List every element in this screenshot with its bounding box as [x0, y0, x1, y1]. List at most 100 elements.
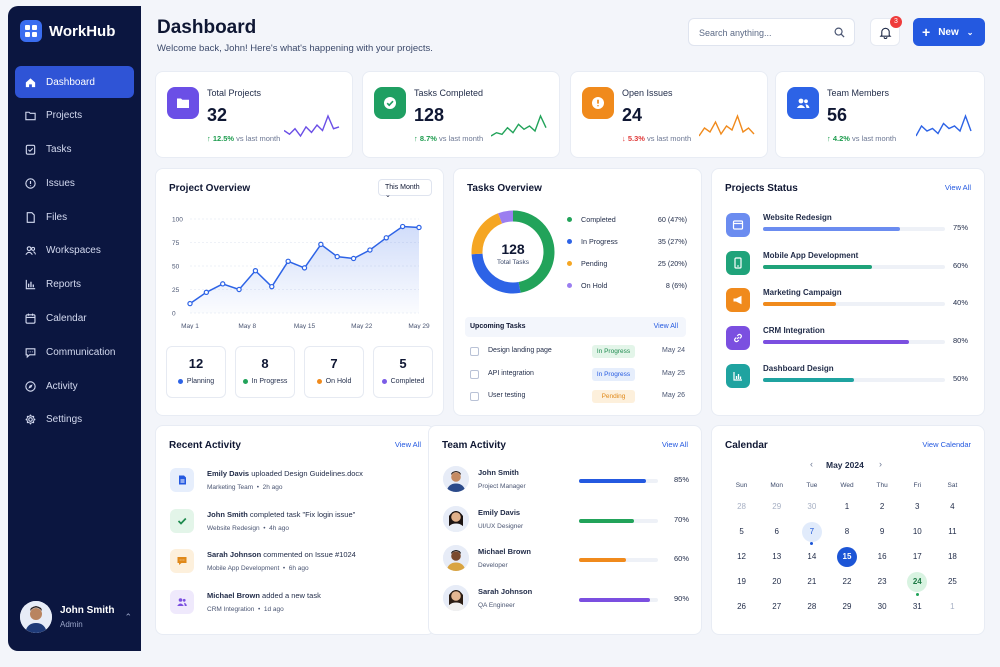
sidebar-item-workspaces[interactable]: Workspaces [15, 235, 134, 267]
activity-item[interactable]: John Smith completed task "Fix login iss… [170, 508, 420, 537]
stat-card-team-members[interactable]: Team Members 56 ↑ 4.2% vs last month [775, 71, 985, 158]
stat-change-note: vs last month [646, 134, 692, 143]
task-checkbox[interactable] [470, 369, 479, 379]
activity-actor: Michael Brown [207, 590, 260, 600]
data-point [416, 224, 422, 231]
calendar-day[interactable]: 30 [865, 595, 900, 620]
calendar-day[interactable]: 17 [900, 544, 935, 569]
y-tick-label: 50 [172, 264, 180, 271]
sidebar-item-activity[interactable]: Activity [15, 370, 134, 402]
upcoming-view-all-link[interactable]: View All [653, 323, 678, 330]
new-button[interactable]: + New ⌄ [913, 18, 985, 46]
calendar-day[interactable]: 11 [935, 519, 970, 544]
status-dot [242, 378, 248, 384]
calendar-day[interactable]: 15 [829, 544, 864, 569]
sidebar-item-files[interactable]: Files [15, 201, 134, 233]
next-month-icon[interactable]: › [879, 459, 882, 469]
stat-card-tasks-completed[interactable]: Tasks Completed 128 ↑ 8.7% vs last month [362, 71, 560, 158]
data-point [236, 286, 242, 293]
overview-box-on-hold[interactable]: 7 On Hold [304, 346, 364, 398]
sidebar-item-communication[interactable]: Communication [15, 336, 134, 368]
calendar-day[interactable]: 27 [759, 595, 794, 620]
prev-month-icon[interactable]: ‹ [810, 459, 813, 469]
task-checkbox[interactable] [470, 347, 479, 356]
activity-item[interactable]: Michael Brown added a new task CRM Integr… [170, 589, 420, 618]
team-member-row[interactable]: Sarah Johnson QA Engineer 90% [443, 585, 689, 615]
project-status-row[interactable]: CRM Integration 80% [726, 326, 968, 352]
calendar-day[interactable]: 24 [900, 570, 935, 596]
app-logo[interactable]: WorkHub [20, 20, 115, 42]
chevron-up-icon[interactable]: ⌃ [124, 611, 132, 622]
calendar-day[interactable]: 19 [724, 570, 759, 595]
calendar-day[interactable]: 16 [865, 544, 900, 569]
calendar-day[interactable]: 3 [900, 494, 935, 519]
calendar-day[interactable]: 28 [794, 595, 829, 620]
calendar-day[interactable]: 6 [759, 519, 794, 544]
sidebar-item-calendar[interactable]: Calendar [15, 303, 134, 335]
sidebar-item-settings[interactable]: Settings [15, 404, 134, 436]
view-calendar-link[interactable]: View Calendar [922, 440, 971, 449]
calendar-day[interactable]: 7 [794, 519, 829, 546]
user-profile[interactable]: John Smith Admin ⌃ [20, 601, 132, 633]
calendar-day[interactable]: 29 [829, 595, 864, 620]
team-member-row[interactable]: Emily Davis UI/UX Designer 70% [443, 505, 689, 536]
overview-box-in-progress[interactable]: 8 In Progress [235, 346, 295, 398]
activity-item[interactable]: Sarah Johnson commented on Issue #1024 Mo… [170, 549, 420, 577]
calendar-day[interactable]: 4 [935, 494, 970, 519]
calendar-day[interactable]: 1 [829, 494, 864, 519]
team-activity-view-all[interactable]: View All [661, 440, 688, 449]
calendar-day[interactable]: 23 [865, 570, 900, 595]
calendar-day[interactable]: 14 [794, 544, 829, 569]
calendar-day[interactable]: 21 [794, 570, 829, 595]
calendar-day[interactable]: 26 [724, 595, 759, 620]
calendar-day[interactable]: 22 [829, 570, 864, 595]
search-input[interactable]: Search anything... [688, 18, 855, 46]
task-checkbox[interactable] [470, 392, 479, 401]
member-role: Developer [478, 562, 508, 570]
calendar-day[interactable]: 18 [935, 544, 970, 569]
projects-status-view-all[interactable]: View All [944, 183, 971, 192]
project-status-row[interactable]: Website Redesign 75% [726, 213, 968, 239]
sidebar-item-dashboard[interactable]: Dashboard [15, 66, 134, 98]
calendar-day[interactable]: 30 [794, 494, 829, 519]
calendar-day[interactable]: 28 [724, 494, 759, 519]
team-member-row[interactable]: John Smith Project Manager 85% [443, 466, 689, 496]
project-status-row[interactable]: Marketing Campaign 40% [726, 288, 968, 314]
calendar-day[interactable]: 9 [865, 519, 900, 544]
calendar-day[interactable]: 1 [935, 595, 970, 620]
upcoming-task-row[interactable]: Design landing page In Progress May 24 [470, 345, 685, 359]
calendar-day[interactable]: 10 [900, 519, 935, 544]
activity-item[interactable]: Emily Davis uploaded Design Guidelines.d… [170, 468, 420, 496]
notifications-button[interactable]: 3 [870, 16, 902, 46]
stat-card-total-projects[interactable]: Total Projects 32 ↑ 12.5% vs last month [155, 71, 353, 158]
overview-box-completed[interactable]: 5 Completed [373, 346, 433, 398]
project-percent: 80% [952, 336, 968, 346]
calendar-day[interactable]: 12 [724, 544, 759, 569]
upcoming-task-row[interactable]: API integration In Progress May 25 [470, 367, 685, 382]
calendar-day[interactable]: 29 [759, 494, 794, 519]
sidebar-item-projects[interactable]: Projects [15, 100, 134, 132]
period-select[interactable]: This Month ⌄ [378, 179, 432, 199]
calendar-day[interactable]: 25 [935, 570, 970, 595]
stat-card-open-issues[interactable]: Open Issues 24 ↓ 5.3% vs last month [570, 71, 768, 158]
project-status-row[interactable]: Mobile App Development 60% [726, 250, 968, 277]
overview-box-label: In Progress [251, 378, 288, 385]
calendar-day-number: 2 [879, 501, 885, 511]
calendar-day[interactable]: 8 [829, 519, 864, 544]
upcoming-task-row[interactable]: User testing Pending May 26 [470, 390, 685, 404]
legend-label: Pending [581, 259, 608, 268]
calendar-day[interactable]: 2 [865, 494, 900, 519]
calendar-day[interactable]: 20 [759, 570, 794, 595]
team-member-row[interactable]: Michael Brown Developer 60% [443, 545, 689, 575]
sidebar-item-issues[interactable]: Issues [15, 167, 134, 199]
calendar-day[interactable]: 31 [900, 595, 935, 620]
recent-activity-view-all[interactable]: View All [394, 440, 421, 449]
overview-box-planning[interactable]: 12 Planning [166, 346, 226, 398]
project-status-row[interactable]: Dashboard Design 50% [726, 363, 968, 390]
calendar-day[interactable]: 13 [759, 544, 794, 569]
calendar-day[interactable]: 5 [724, 519, 759, 544]
sidebar-item-reports[interactable]: Reports [15, 269, 134, 301]
calendar-day-number: 17 [912, 551, 922, 561]
sidebar-item-tasks[interactable]: Tasks [15, 134, 134, 166]
overview-box-value: 8 [261, 356, 269, 371]
